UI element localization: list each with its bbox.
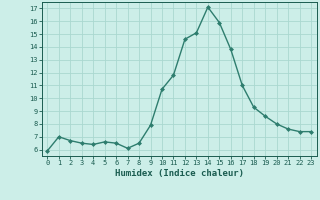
X-axis label: Humidex (Indice chaleur): Humidex (Indice chaleur)	[115, 169, 244, 178]
